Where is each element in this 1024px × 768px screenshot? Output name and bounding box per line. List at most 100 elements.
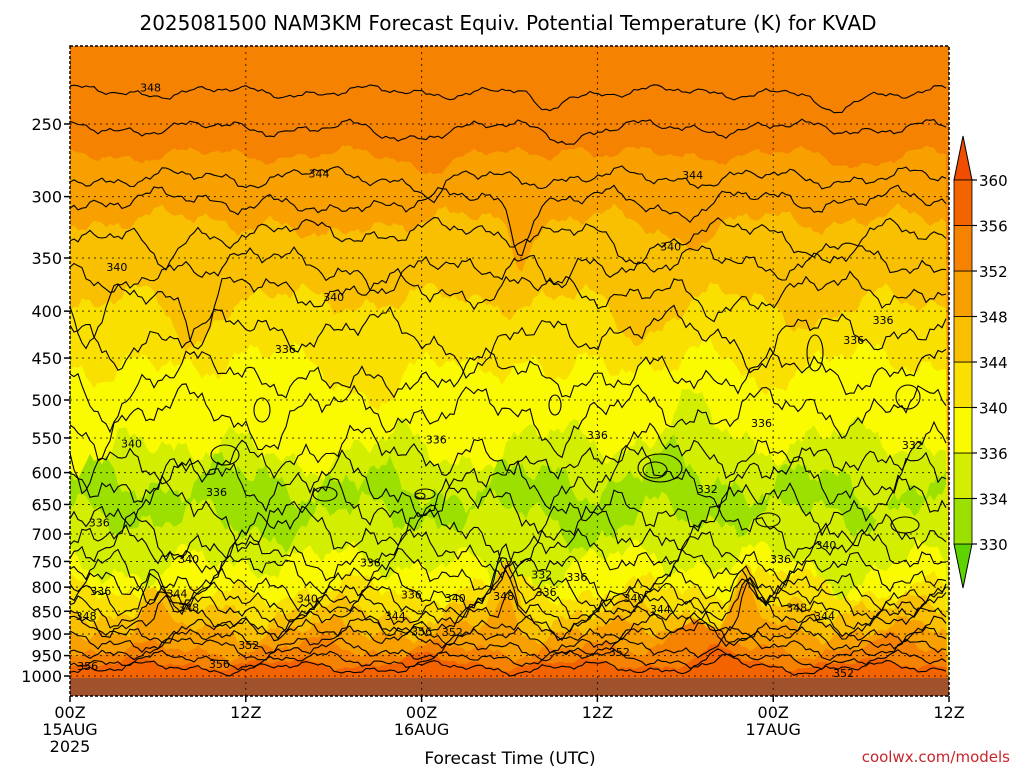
- contour-label-35: 348: [76, 610, 97, 623]
- contour-label-17: 340: [178, 553, 199, 566]
- y-tick-label: 250: [31, 115, 62, 134]
- contour-label-9: 340: [121, 438, 142, 451]
- contour-cell-10: [414, 492, 426, 500]
- x-tick-line: 2025: [50, 737, 91, 756]
- y-tick-label: 650: [31, 495, 62, 514]
- contour-line-1: [70, 118, 947, 145]
- contour-label-32: 344: [650, 603, 671, 616]
- contour-line-3: [70, 184, 947, 257]
- contour-label-34: 344: [814, 610, 835, 623]
- contour-label-42: 356: [209, 658, 230, 671]
- contour-label-text: 336: [275, 343, 296, 356]
- contour-label-18: 336: [360, 557, 381, 570]
- contour-line-2: [70, 165, 947, 204]
- colorbar-segment: [953, 179, 973, 226]
- contour-label-text: 352: [238, 639, 259, 652]
- contour-label-text: 336: [587, 429, 608, 442]
- contour-label-text: 336: [751, 417, 772, 430]
- contour-line-16: [70, 543, 947, 613]
- contour-label-1: 344: [309, 167, 330, 180]
- contour-line-5: [70, 245, 947, 295]
- colorbar-tick-label: 344: [979, 354, 1008, 372]
- contour-label-text: 332: [697, 483, 718, 496]
- colorbar-tick-label: 352: [979, 263, 1008, 281]
- colorbar-tick-label: 336: [979, 445, 1008, 463]
- contour-lines: [70, 84, 947, 677]
- contour-label-8: 336: [843, 334, 864, 347]
- colorbar-tick-label: 330: [979, 536, 1008, 554]
- plot-frame: [69, 45, 950, 697]
- y-tick-label: 350: [31, 249, 62, 268]
- colorbar-tick-label: 360: [979, 172, 1008, 190]
- contour-label-3: 340: [106, 261, 127, 274]
- contour-label-37: 356: [411, 625, 432, 638]
- colorbar-segment: [953, 498, 973, 545]
- colorbar-segment: [953, 452, 973, 499]
- contour-label-text: 336: [843, 334, 864, 347]
- contour-label-41: 356: [77, 660, 98, 673]
- contour-label-text: 344: [650, 603, 671, 616]
- x-tick-line: 00Z: [406, 703, 437, 722]
- colorbar-segment: [953, 316, 973, 363]
- contour-label-38: 352: [442, 626, 463, 639]
- contour-label-text: 340: [106, 261, 127, 274]
- contour-label-20: 340: [815, 539, 836, 552]
- contour-line-4: [70, 217, 947, 271]
- x-tick-line: 17AUG: [745, 720, 800, 739]
- contour-label-text: 344: [682, 169, 703, 182]
- contour-label-24: 344: [166, 588, 187, 601]
- x-tick-label: 12Z: [582, 703, 613, 722]
- contour-line-21: [70, 611, 947, 655]
- contour-label-text: 340: [121, 438, 142, 451]
- contour-label-text: 348: [140, 81, 161, 94]
- colorbar-segment: [953, 361, 973, 408]
- contour-label-text: 336: [536, 586, 557, 599]
- contour-label-6: 336: [275, 343, 296, 356]
- contour-label-text: 352: [442, 626, 463, 639]
- terrain-band: [70, 678, 949, 696]
- y-tick-label: 550: [31, 429, 62, 448]
- colorbar-segment: [953, 407, 973, 454]
- contour-line-22: [70, 625, 947, 662]
- contour-label-15: 336: [89, 516, 110, 529]
- colorbar-tick-label: 356: [979, 218, 1008, 236]
- contour-label-21: 332: [531, 569, 552, 582]
- contour-label-13: 332: [902, 439, 923, 452]
- contour-line-12: [70, 474, 947, 553]
- contour-label-text: 336: [360, 557, 381, 570]
- contour-label-text: 340: [445, 592, 466, 605]
- contour-label-12: 336: [751, 417, 772, 430]
- contour-label-text: 348: [76, 610, 97, 623]
- contour-label-10: 336: [426, 433, 447, 446]
- contour-label-text: 336: [401, 589, 422, 602]
- x-tick-line: 12Z: [230, 703, 261, 722]
- contour-label-0: 348: [140, 81, 161, 94]
- x-tick-label: 00Z 17AUG: [745, 703, 800, 739]
- contour-label-text: 336: [566, 571, 587, 584]
- contour-cell-1: [642, 461, 668, 479]
- contour-label-33: 348: [786, 602, 807, 615]
- contour-label-26: 340: [297, 592, 318, 605]
- contour-label-text: 336: [426, 433, 447, 446]
- y-tick-label: 400: [31, 302, 62, 321]
- credit-text: coolwx.com/models: [862, 748, 1010, 766]
- colorbar-tick-label: 334: [979, 491, 1008, 509]
- contour-label-25: 348: [178, 602, 199, 615]
- y-axis: 250 300 350 400 450 500 550 600 650 700 750 800 850 9…: [21, 115, 70, 686]
- chart-title: 2025081500 NAM3KM Forecast Equiv. Potent…: [139, 11, 876, 35]
- contour-label-text: 344: [166, 588, 187, 601]
- contour-label-text: 348: [493, 590, 514, 603]
- colorbar-top-arrow: [953, 135, 973, 181]
- contour-label-text: 344: [385, 610, 406, 623]
- contour-label-22: 336: [566, 571, 587, 584]
- contour-line-8: [70, 346, 947, 434]
- y-tick-label: 450: [31, 349, 62, 368]
- contour-label-text: 336: [873, 314, 894, 327]
- contour-label-5: 340: [660, 240, 681, 253]
- contour-line-17: [70, 556, 947, 623]
- contour-label-text: 348: [786, 602, 807, 615]
- x-tick-label: 12Z: [933, 703, 964, 722]
